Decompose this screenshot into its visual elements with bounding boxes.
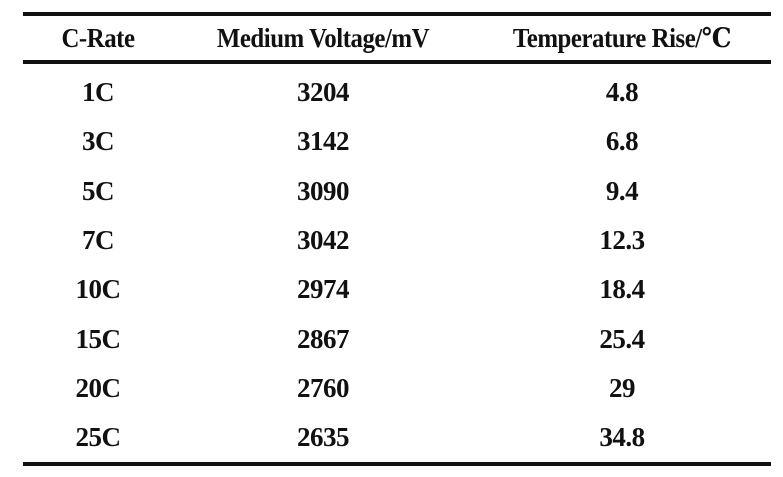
table-row: 1C 3204 4.8 <box>23 62 771 117</box>
cell-medium-voltage: 3204 <box>297 77 350 108</box>
table-row: 10C 2974 18.4 <box>23 265 771 314</box>
cell-c-rate: 1C <box>82 77 115 108</box>
cell-temperature-rise: 25.4 <box>599 323 645 354</box>
cell-medium-voltage: 3142 <box>297 126 350 157</box>
cell-temperature-rise: 29 <box>609 372 636 403</box>
cell-c-rate: 25C <box>75 422 122 453</box>
header-row: C-Rate Medium Voltage/mV Temperature Ris… <box>23 14 771 62</box>
cell-temperature-rise: 9.4 <box>605 175 639 206</box>
cell-temperature-rise: 4.8 <box>605 77 639 108</box>
cell-c-rate: 15C <box>75 323 122 354</box>
table-container: C-Rate Medium Voltage/mV Temperature Ris… <box>23 12 771 466</box>
table-row: 15C 2867 25.4 <box>23 314 771 363</box>
header-medium-voltage: Medium Voltage/mV <box>216 22 430 53</box>
cell-medium-voltage: 2974 <box>297 274 350 305</box>
header-temperature-rise: Temperature Rise/℃ <box>512 22 732 53</box>
cell-c-rate: 10C <box>75 274 122 305</box>
c-rate-performance-table: C-Rate Medium Voltage/mV Temperature Ris… <box>23 12 771 466</box>
cell-temperature-rise: 18.4 <box>599 274 645 305</box>
table-row: 20C 2760 29 <box>23 364 771 413</box>
cell-medium-voltage: 3090 <box>297 175 350 206</box>
table-row: 7C 3042 12.3 <box>23 216 771 265</box>
table-body: 1C 3204 4.8 3C 3142 6.8 5C 3090 9.4 7C 3… <box>23 62 771 465</box>
table-row: 5C 3090 9.4 <box>23 167 771 216</box>
cell-temperature-rise: 12.3 <box>599 225 645 256</box>
header-c-rate: C-Rate <box>61 22 135 53</box>
table-header: C-Rate Medium Voltage/mV Temperature Ris… <box>23 14 771 62</box>
cell-c-rate: 5C <box>82 175 115 206</box>
cell-medium-voltage: 2635 <box>297 422 350 453</box>
cell-temperature-rise: 34.8 <box>599 422 645 453</box>
cell-c-rate: 3C <box>82 126 115 157</box>
cell-temperature-rise: 6.8 <box>605 126 639 157</box>
cell-c-rate: 20C <box>75 372 122 403</box>
table-row: 3C 3142 6.8 <box>23 117 771 166</box>
cell-medium-voltage: 2760 <box>297 372 350 403</box>
cell-c-rate: 7C <box>82 225 115 256</box>
cell-medium-voltage: 3042 <box>297 225 350 256</box>
cell-medium-voltage: 2867 <box>297 323 350 354</box>
table-row: 25C 2635 34.8 <box>23 413 771 465</box>
